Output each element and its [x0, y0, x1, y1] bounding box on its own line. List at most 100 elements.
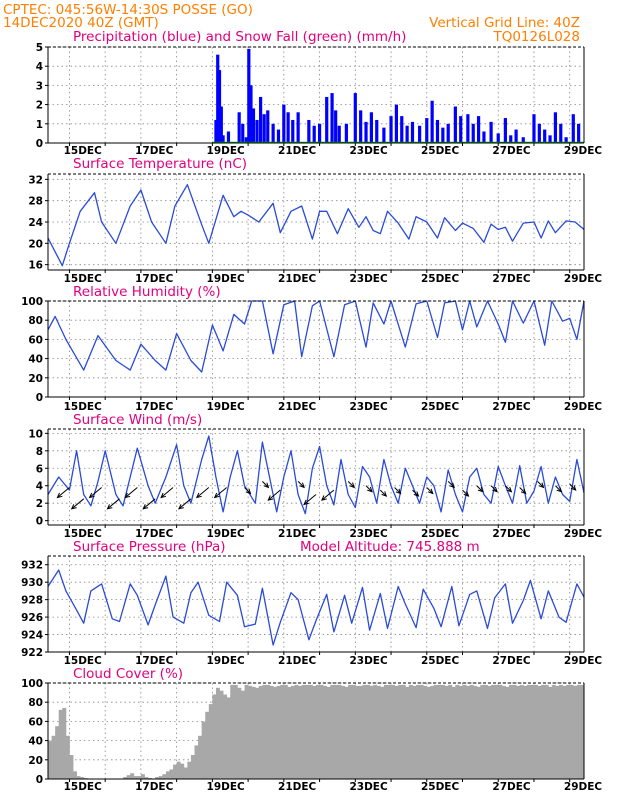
cloud-bar	[355, 685, 360, 779]
cloud-bar	[155, 777, 160, 779]
cloud-bar	[226, 697, 231, 779]
cloud-bar	[487, 685, 492, 779]
x-tick-label: 29DEC	[564, 781, 603, 793]
cloud-bar	[48, 740, 52, 779]
wind-arrow-head	[506, 486, 513, 493]
cloud-bar	[248, 685, 253, 779]
wind-arrow-head	[160, 492, 167, 499]
precip-bar	[430, 100, 434, 143]
cloud-bar	[441, 684, 446, 779]
cloud-bar	[201, 721, 206, 779]
wind-arrow	[244, 487, 251, 494]
cloud-bar	[348, 684, 353, 779]
cloud-bar	[519, 684, 524, 779]
y-tick-label: 0	[36, 774, 43, 786]
x-tick-label: 27DEC	[492, 655, 531, 667]
cloud-bar	[319, 684, 324, 779]
cloud-bar	[265, 684, 270, 779]
wind-arrow-head	[570, 485, 577, 491]
wind-arrow-head	[178, 504, 184, 510]
x-tick-label: 15DEC	[64, 781, 103, 793]
cloud-bar	[358, 685, 363, 779]
cloud-bar	[566, 684, 571, 779]
cloud-bar	[323, 685, 328, 779]
wind-arrow-head	[195, 492, 202, 499]
x-tick-label: 25DEC	[421, 401, 460, 413]
pres-series-line	[47, 569, 585, 646]
cloud-bar	[537, 685, 542, 779]
panel-cloud: 0 20 40 60 80 100 15DEC 17DEC 19DEC 21DEC 23DEC 25D…	[21, 678, 602, 793]
cloud-bar	[240, 690, 245, 779]
precip-bar	[537, 123, 541, 143]
model-altitude-label: Model Altitude: 745.888 m	[300, 539, 480, 555]
precip-bar	[359, 110, 363, 143]
precip-bar	[514, 129, 518, 143]
cloud-bar	[123, 777, 128, 779]
cloud-bar	[491, 684, 496, 779]
cloud-bar	[244, 684, 249, 779]
precip-bar	[471, 123, 475, 143]
humidity-title: Relative Humidity (%)	[73, 284, 221, 300]
precip-bar	[255, 119, 259, 143]
x-tick-label: 27DEC	[492, 401, 531, 413]
precip-bar	[571, 114, 575, 143]
cloud-bar	[523, 685, 528, 779]
cloud-bar	[480, 684, 485, 779]
cloud-bar	[526, 684, 531, 779]
precip-bar	[446, 123, 450, 143]
precip-bar	[241, 123, 245, 143]
x-tick-label: 17DEC	[135, 145, 174, 157]
pressure-title: Surface Pressure (hPa)	[73, 539, 226, 555]
wind-arrow	[178, 498, 192, 510]
cloud-bar	[387, 684, 392, 779]
x-tick-label: 15DEC	[64, 401, 103, 413]
x-tick-label: 23DEC	[349, 655, 388, 667]
y-tick-label: 40	[28, 736, 43, 748]
wind-arrow	[365, 485, 373, 493]
cloud-bar	[169, 769, 174, 779]
precip-bar	[553, 112, 558, 143]
precip-bar	[543, 129, 547, 143]
header-location: CPTEC: 045:56W-14:30S POSSE (GO)	[3, 2, 253, 18]
cloud-bar	[333, 684, 338, 779]
y-tick-label: 926	[21, 612, 43, 624]
x-tick-label: 17DEC	[135, 273, 174, 285]
precip-bar	[330, 93, 334, 143]
cloud-bar	[187, 761, 192, 779]
cloud-bar	[530, 684, 535, 779]
cloud-bar	[351, 684, 356, 779]
y-tick-label: 16	[28, 260, 43, 272]
y-tick-label: 4	[36, 61, 43, 73]
wind-arrow-head	[395, 488, 402, 495]
y-tick-label: 100	[21, 296, 43, 308]
cloud-bar	[455, 684, 460, 779]
x-tick-label: 25DEC	[421, 528, 460, 540]
cloud-bar	[405, 686, 410, 779]
wind-arrow	[476, 485, 484, 493]
cloud-bar	[401, 684, 406, 779]
wind-arrow-head	[538, 482, 545, 489]
y-tick-label: 20	[28, 373, 43, 385]
cloud-bar	[280, 684, 285, 779]
wind-arrow-head	[263, 482, 270, 489]
wind-arrow	[142, 498, 156, 510]
y-tick-label: 930	[21, 577, 43, 589]
cloud-bar	[208, 704, 213, 779]
y-tick-label: 2	[36, 100, 43, 112]
cloud-bar	[408, 684, 413, 779]
y-tick-label: 0	[36, 392, 43, 404]
cloud-bar	[544, 684, 549, 779]
cloud-bar	[133, 776, 138, 779]
cloud-bar	[258, 685, 263, 779]
cloud-bar	[73, 771, 77, 779]
precip-bar	[405, 125, 409, 143]
wind-arrow	[379, 489, 387, 497]
x-tick-label: 23DEC	[349, 273, 388, 285]
precip-bar	[286, 112, 290, 143]
wind-arrow-head	[213, 492, 220, 499]
precip-bar	[296, 112, 300, 143]
wind-arrow	[267, 489, 281, 501]
wind-arrow	[505, 485, 512, 493]
cloud-bar	[269, 685, 274, 779]
